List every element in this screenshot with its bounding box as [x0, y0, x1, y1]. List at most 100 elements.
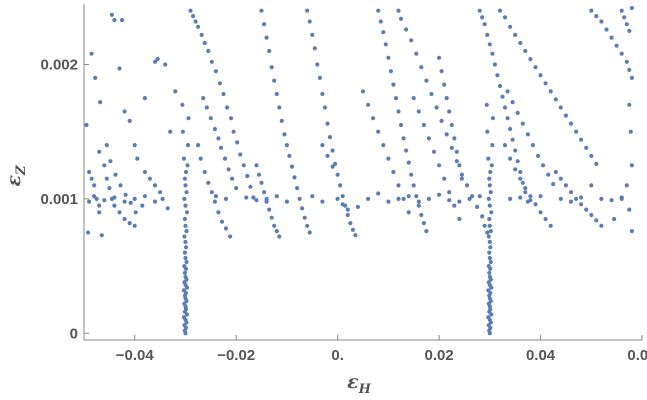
data-point	[307, 19, 312, 24]
data-point	[262, 22, 267, 27]
data-point	[579, 137, 584, 142]
data-point	[627, 67, 632, 72]
data-point	[558, 105, 563, 110]
data-point	[235, 140, 240, 145]
data-point	[320, 91, 325, 97]
data-point	[284, 199, 289, 204]
data-point	[112, 195, 117, 200]
data-point	[300, 206, 305, 211]
data-point	[574, 129, 579, 134]
data-point	[340, 202, 345, 207]
data-point	[340, 194, 345, 199]
data-point	[119, 18, 125, 23]
data-point	[386, 55, 391, 60]
data-point	[419, 212, 424, 218]
data-point	[391, 169, 396, 175]
data-point	[490, 143, 495, 148]
data-point	[122, 199, 127, 204]
data-point	[181, 288, 186, 293]
data-point	[421, 122, 426, 128]
data-point	[629, 163, 635, 168]
data-point	[629, 5, 635, 11]
data-point	[182, 264, 187, 269]
data-point	[477, 8, 482, 13]
data-point	[92, 183, 97, 188]
data-point	[508, 24, 513, 29]
data-point	[292, 175, 297, 180]
x-tick-label: 0.02	[424, 347, 453, 364]
data-point	[523, 186, 528, 191]
data-point	[376, 8, 381, 13]
data-point	[168, 129, 173, 134]
data-point	[594, 218, 599, 223]
data-point	[396, 109, 401, 114]
data-point	[140, 203, 145, 208]
data-point	[182, 176, 187, 181]
data-point	[98, 100, 103, 105]
data-point	[173, 89, 178, 94]
y-axis-label: εZ	[3, 165, 29, 187]
data-point	[541, 163, 546, 168]
data-point	[409, 38, 414, 43]
data-point	[216, 210, 221, 215]
data-point	[487, 274, 492, 279]
data-point	[277, 105, 282, 110]
data-point	[594, 14, 599, 19]
data-point	[492, 62, 497, 67]
data-point	[186, 116, 191, 121]
y-tick-label: 0	[70, 325, 78, 342]
data-point	[486, 156, 491, 161]
data-point	[269, 215, 274, 220]
data-point	[184, 259, 189, 265]
data-point	[497, 83, 503, 89]
data-point	[487, 203, 492, 208]
data-point	[209, 190, 214, 195]
data-point	[315, 62, 320, 67]
data-point	[302, 215, 307, 220]
data-point	[198, 156, 203, 161]
data-point	[274, 91, 279, 97]
data-point	[113, 172, 118, 177]
data-point	[230, 176, 235, 181]
data-point	[548, 223, 553, 228]
data-point	[84, 122, 89, 128]
data-point	[444, 132, 449, 137]
data-point	[223, 226, 229, 231]
data-point	[348, 221, 353, 226]
data-point	[327, 135, 333, 140]
data-point	[424, 78, 429, 83]
data-point	[599, 196, 604, 201]
data-point	[117, 66, 122, 71]
data-point	[568, 190, 574, 195]
data-point	[589, 183, 594, 188]
data-point	[147, 176, 152, 181]
data-point	[442, 176, 447, 181]
data-point	[225, 105, 230, 110]
data-point	[353, 233, 358, 238]
data-point	[223, 196, 229, 201]
data-point	[330, 148, 335, 153]
data-point	[515, 159, 520, 164]
ticks: −0.04 −0.02 0. 0.02 0.04 0.06 0 0.001 0.002	[40, 56, 647, 364]
data-point	[442, 82, 447, 87]
data-point	[87, 199, 92, 204]
data-point	[538, 73, 543, 78]
data-point	[584, 207, 589, 212]
data-point	[133, 210, 138, 215]
data-point	[487, 255, 492, 261]
data-point	[457, 216, 462, 222]
data-point	[624, 183, 629, 188]
data-point	[409, 172, 414, 177]
data-point	[193, 19, 198, 24]
data-point	[398, 16, 404, 21]
data-point	[231, 129, 236, 134]
data-point	[558, 196, 563, 201]
data-point	[457, 199, 462, 204]
data-point	[563, 113, 569, 118]
data-point	[269, 65, 274, 70]
data-point	[180, 129, 185, 134]
data-point	[333, 161, 338, 166]
data-point	[480, 15, 485, 20]
data-point	[447, 190, 452, 195]
data-point	[218, 145, 224, 150]
